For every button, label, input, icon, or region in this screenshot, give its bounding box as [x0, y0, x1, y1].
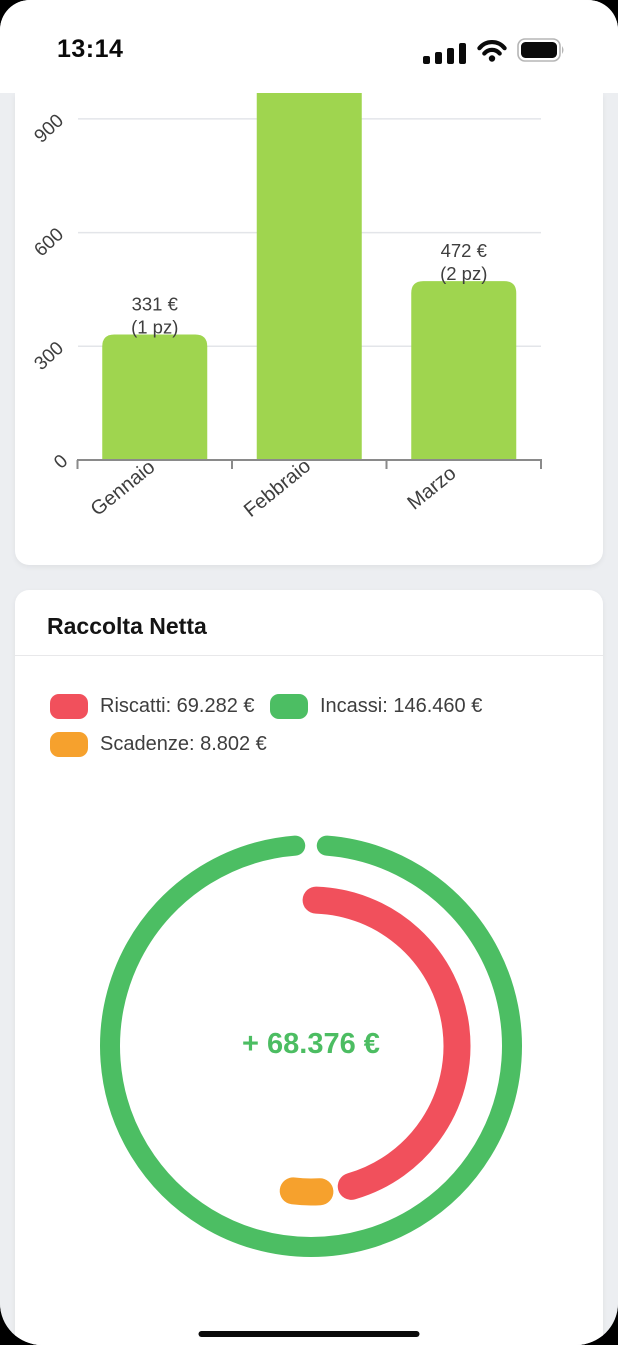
- legend-item-scadenze[interactable]: Scadenze: 8.802 €: [50, 732, 270, 757]
- legend-label: Scadenze: 8.802 €: [100, 733, 267, 755]
- divider: [15, 655, 603, 656]
- scadenze-swatch: [50, 732, 88, 757]
- status-bar: 13:14: [0, 0, 618, 93]
- legend-label: Riscatti: 69.282 €: [100, 695, 255, 717]
- bar-value-label: 472 €: [441, 240, 488, 261]
- riscatti-swatch: [50, 694, 88, 719]
- clock-label: 13:14: [57, 35, 124, 63]
- y-axis-label: 600: [30, 224, 68, 261]
- raccolta-netta-card: Raccolta Netta Riscatti: 69.282 € Incass…: [15, 590, 603, 1345]
- donut-center-label: + 68.376 €: [242, 1028, 380, 1060]
- card-title: Raccolta Netta: [47, 613, 207, 639]
- y-axis-label: 0: [50, 451, 72, 474]
- legend-item-riscatti[interactable]: Riscatti: 69.282 €: [50, 694, 270, 719]
- bar-value-label: (2 pz): [440, 263, 487, 284]
- x-axis-label: Gennaio: [87, 456, 160, 521]
- legend-item-incassi[interactable]: Incassi: 146.460 €: [270, 694, 603, 719]
- ring-riscatti: [302, 886, 471, 1200]
- bar-marzo: [411, 281, 517, 460]
- wifi-icon: [477, 39, 507, 62]
- ring-incassi: [100, 835, 522, 1257]
- card-header: Raccolta Netta: [15, 590, 603, 655]
- monthly-chart-card: 0 300 600 900 331 € (1 pz) Gennaio Febbraio 472 …: [15, 93, 603, 565]
- bar-value-label: (1 pz): [131, 317, 178, 338]
- donut-chart-area: + 68.376 €: [89, 824, 533, 1268]
- bar-value-label: 331 €: [132, 294, 179, 315]
- bar-febbraio: [256, 93, 362, 460]
- net-donut-chart: + 68.376 €: [100, 835, 522, 1257]
- home-indicator[interactable]: [198, 1331, 420, 1337]
- legend-label: Incassi: 146.460 €: [320, 695, 483, 717]
- ring-scadenze: [279, 1177, 334, 1206]
- y-axis-label: 300: [30, 338, 68, 375]
- monthly-bar-chart: 0 300 600 900 331 €(1 pz) Gennaio Febbraio 472 …: [30, 93, 542, 522]
- cellular-signal-icon: [423, 42, 466, 64]
- incassi-swatch: [270, 694, 308, 719]
- x-axis-label: Febbraio: [240, 455, 315, 522]
- status-icons: [423, 35, 566, 65]
- chart-legend: Riscatti: 69.282 € Incassi: 146.460 € Sc…: [15, 656, 603, 757]
- x-axis-label: Marzo: [403, 462, 460, 514]
- battery-icon: [517, 37, 564, 62]
- bar-gennaio: [102, 334, 208, 460]
- y-axis-label: 900: [30, 110, 68, 147]
- scroll-content[interactable]: 0 300 600 900 331 € (1 pz) Gennaio Febbraio 472 …: [0, 93, 618, 1345]
